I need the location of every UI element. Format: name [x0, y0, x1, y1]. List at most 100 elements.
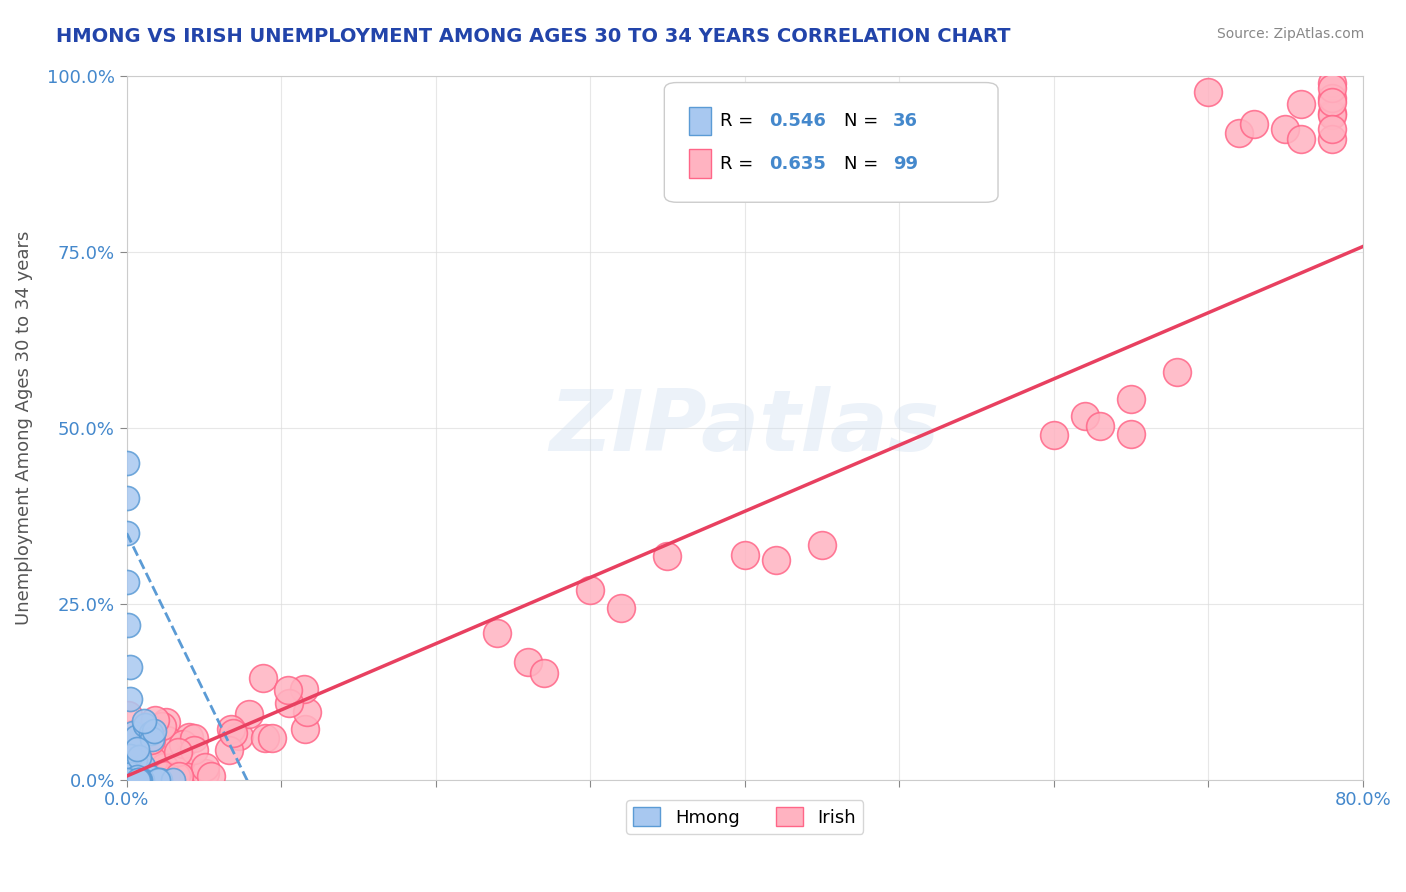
Legend: Hmong, Irish: Hmong, Irish — [626, 800, 863, 834]
Point — [122, 725, 145, 739]
Point — [131, 759, 153, 773]
Point — [118, 729, 141, 743]
Point — [183, 731, 205, 745]
Point — [124, 753, 146, 767]
Point — [134, 740, 156, 755]
Point — [579, 582, 602, 597]
Bar — [689, 107, 711, 136]
Point — [125, 730, 148, 744]
Point — [115, 575, 138, 590]
Point — [1243, 117, 1265, 131]
Point — [1197, 86, 1219, 100]
Point — [132, 769, 155, 783]
Point — [134, 718, 156, 732]
Point — [122, 727, 145, 741]
FancyBboxPatch shape — [664, 83, 998, 202]
Point — [121, 772, 143, 787]
Point — [117, 763, 139, 777]
Point — [120, 768, 142, 782]
Point — [150, 719, 173, 733]
Text: N =: N = — [844, 154, 883, 172]
Point — [1320, 91, 1343, 105]
Point — [138, 769, 160, 783]
Point — [200, 769, 222, 783]
Point — [1227, 126, 1250, 140]
Point — [149, 772, 172, 787]
Point — [132, 714, 155, 729]
Point — [129, 751, 152, 765]
Point — [1320, 131, 1343, 145]
Point — [115, 456, 138, 470]
Point — [128, 756, 150, 771]
Point — [138, 769, 160, 783]
Point — [179, 730, 201, 744]
Point — [1320, 106, 1343, 120]
Text: R =: R = — [720, 112, 759, 130]
Point — [128, 772, 150, 787]
Point — [155, 715, 177, 730]
Point — [128, 749, 150, 764]
Point — [118, 766, 141, 780]
Point — [1088, 418, 1111, 433]
Point — [139, 769, 162, 783]
Text: R =: R = — [720, 154, 759, 172]
Y-axis label: Unemployment Among Ages 30 to 34 years: Unemployment Among Ages 30 to 34 years — [15, 230, 32, 624]
Point — [146, 772, 169, 787]
Point — [218, 743, 240, 757]
Text: 99: 99 — [893, 154, 918, 172]
Point — [238, 707, 260, 722]
Point — [148, 769, 170, 783]
Text: HMONG VS IRISH UNEMPLOYMENT AMONG AGES 30 TO 34 YEARS CORRELATION CHART: HMONG VS IRISH UNEMPLOYMENT AMONG AGES 3… — [56, 27, 1011, 45]
Point — [162, 772, 184, 787]
Point — [134, 769, 156, 783]
Point — [129, 772, 152, 787]
Point — [294, 722, 316, 736]
Point — [142, 754, 165, 768]
Point — [127, 764, 149, 778]
Point — [141, 732, 163, 747]
Point — [131, 764, 153, 778]
Point — [141, 723, 163, 737]
Point — [142, 767, 165, 781]
Point — [1320, 76, 1343, 90]
Point — [131, 769, 153, 783]
Point — [194, 766, 217, 780]
Point — [117, 772, 139, 787]
Point — [262, 731, 284, 745]
Point — [1274, 121, 1296, 136]
Point — [138, 769, 160, 783]
Point — [121, 769, 143, 783]
Point — [120, 692, 142, 706]
Point — [1073, 409, 1095, 424]
Point — [1320, 95, 1343, 109]
Point — [517, 655, 540, 669]
Point — [117, 708, 139, 723]
Point — [610, 601, 633, 615]
Point — [118, 660, 141, 674]
Point — [139, 733, 162, 747]
Point — [118, 769, 141, 783]
Point — [1119, 426, 1142, 441]
Point — [145, 767, 167, 781]
Point — [194, 759, 217, 773]
Point — [1320, 81, 1343, 95]
Text: 0.635: 0.635 — [769, 154, 827, 172]
Point — [277, 696, 299, 710]
Point — [121, 769, 143, 783]
Point — [183, 743, 205, 757]
Point — [135, 729, 157, 743]
Point — [252, 671, 274, 685]
Point — [228, 729, 250, 743]
Point — [125, 769, 148, 783]
Point — [811, 538, 834, 552]
Point — [143, 713, 166, 727]
Point — [657, 549, 679, 564]
Point — [155, 768, 177, 782]
Point — [127, 770, 149, 784]
Point — [165, 769, 187, 783]
Point — [1320, 107, 1343, 121]
Point — [142, 724, 165, 739]
Point — [115, 526, 138, 541]
Text: ZIPatlas: ZIPatlas — [550, 386, 939, 469]
Point — [115, 762, 138, 776]
